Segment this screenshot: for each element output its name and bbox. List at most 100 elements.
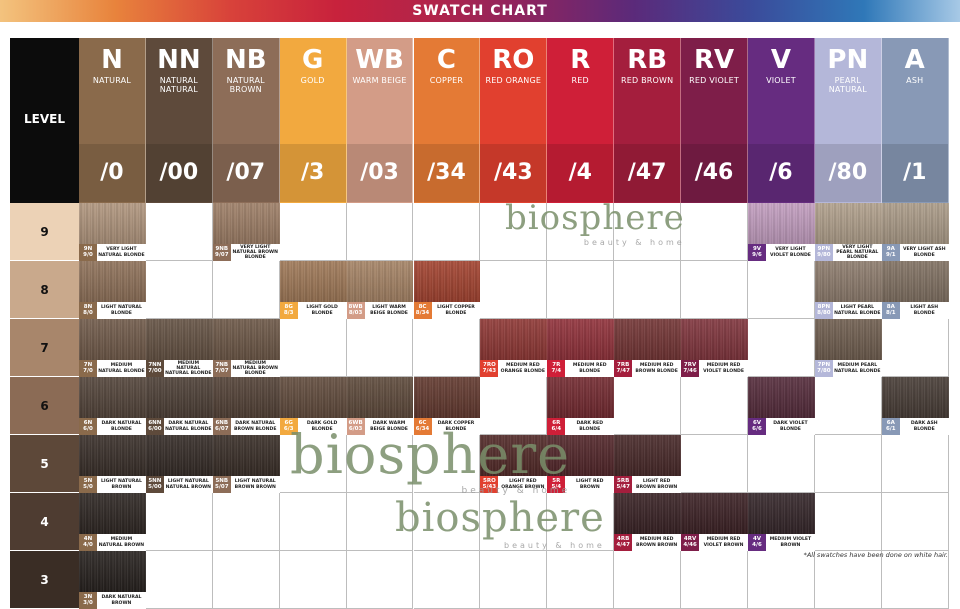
swatch-4rb[interactable]: 4RB4/47MEDIUM RED BROWN BROWN bbox=[614, 493, 681, 551]
swatch-5nb[interactable]: 5NB5/07LIGHT NATURAL BROWN BROWN bbox=[213, 435, 280, 493]
swatch-4n[interactable]: 4N4/0MEDIUM NATURAL BROWN bbox=[79, 493, 146, 551]
swatch-7pn[interactable]: 7PN7/80MEDIUM PEARL NATURAL BLONDE bbox=[815, 319, 882, 377]
swatch-description: DARK NATURAL BLONDE bbox=[97, 418, 146, 435]
swatch-8g[interactable]: 8G8/3LIGHT GOLD BLONDE bbox=[280, 261, 347, 319]
grid-cell bbox=[882, 319, 949, 377]
swatch-7ro[interactable]: 7RO7/43MEDIUM RED ORANGE BLONDE bbox=[480, 319, 547, 377]
swatch-8pn[interactable]: 8PN8/80LIGHT PEARL NATURAL BLONDE bbox=[815, 261, 882, 319]
swatch-6nb[interactable]: 6NB6/07DARK NATURAL BROWN BLONDE bbox=[213, 377, 280, 435]
swatch-3n[interactable]: 3N3/0DARK NATURAL BROWN bbox=[79, 551, 146, 609]
grid-cell bbox=[213, 261, 280, 319]
swatch-7n[interactable]: 7N7/0MEDIUM NATURAL BLONDE bbox=[79, 319, 146, 377]
grid-cell bbox=[146, 551, 213, 609]
level-header: LEVEL bbox=[10, 38, 79, 203]
column-name: PEARL NATURAL bbox=[815, 76, 881, 94]
swatch-code: 4N4/0 bbox=[79, 534, 97, 551]
swatch-code: 7RB7/47 bbox=[614, 360, 632, 377]
swatch-7nb[interactable]: 7NB7/07MEDIUM NATURAL BROWN BLONDE bbox=[213, 319, 280, 377]
swatch-6n[interactable]: 6N6/0DARK NATURAL BLONDE bbox=[79, 377, 146, 435]
grid-cell bbox=[547, 551, 614, 609]
column-code: G bbox=[280, 46, 346, 74]
column-name: NATURAL bbox=[79, 76, 145, 85]
swatch-description: MEDIUM RED BLONDE bbox=[565, 360, 614, 377]
swatch-8c[interactable]: 8C8/34LIGHT COPPER BLONDE bbox=[414, 261, 481, 319]
swatch-7nn[interactable]: 7NN7/00MEDIUM NATURAL NATURAL BLONDE bbox=[146, 319, 213, 377]
column-name: RED BROWN bbox=[614, 76, 680, 85]
column-header-r: RRED/4 bbox=[547, 38, 614, 203]
swatch-code: 6NN6/00 bbox=[146, 418, 164, 435]
swatch-description: LIGHT RED BROWN bbox=[565, 476, 614, 493]
column-code: V bbox=[748, 46, 814, 74]
swatch-description: DARK RED BLONDE bbox=[565, 418, 614, 435]
swatch-code: 3N3/0 bbox=[79, 592, 97, 609]
swatch-9v[interactable]: 9V9/6VERY LIGHT VIOLET BLONDE bbox=[748, 203, 815, 261]
swatch-9pn[interactable]: 9PN9/80VERY LIGHT PEARL NATURAL BLONDE bbox=[815, 203, 882, 261]
swatch-description: LIGHT PEARL NATURAL BLONDE bbox=[833, 302, 882, 319]
swatch-4v[interactable]: 4V4/6MEDIUM VIOLET BROWN bbox=[748, 493, 815, 551]
column-code: PN bbox=[815, 46, 881, 74]
column-header-nb: NBNATURAL BROWN/07 bbox=[213, 38, 280, 203]
swatch-5n[interactable]: 5N5/0LIGHT NATURAL BROWN bbox=[79, 435, 146, 493]
swatch-7r[interactable]: 7R7/4MEDIUM RED BLONDE bbox=[547, 319, 614, 377]
swatch-chart: LEVEL NNATURAL/0NNNATURAL NATURAL/00NBNA… bbox=[10, 38, 949, 560]
swatch-description: DARK NATURAL BROWN bbox=[97, 592, 146, 609]
swatch-6v[interactable]: 6V6/6DARK VIOLET BLONDE bbox=[748, 377, 815, 435]
swatch-description: LIGHT COPPER BLONDE bbox=[432, 302, 481, 319]
swatch-9a[interactable]: 9A9/1VERY LIGHT ASH BLONDE bbox=[882, 203, 949, 261]
swatch-code: 8G8/3 bbox=[280, 302, 298, 319]
grid-cell bbox=[815, 551, 882, 609]
swatch-5nn[interactable]: 5NN5/00LIGHT NATURAL NATURAL BROWN bbox=[146, 435, 213, 493]
swatch-code: 5NB5/07 bbox=[213, 476, 231, 493]
swatch-description: MEDIUM RED BROWN BLONDE bbox=[632, 360, 681, 377]
swatch-8wb[interactable]: 8WB8/03LIGHT WARM BEIGE BLONDE bbox=[347, 261, 414, 319]
level-label: 5 bbox=[10, 435, 79, 492]
column-number: /00 bbox=[146, 144, 212, 202]
swatch-8n[interactable]: 8N8/0LIGHT NATURAL BLONDE bbox=[79, 261, 146, 319]
swatch-code: 6NB6/07 bbox=[213, 418, 231, 435]
swatch-description: MEDIUM RED VIOLET BLONDE bbox=[699, 360, 748, 377]
grid-cell bbox=[347, 551, 414, 609]
swatch-code: 5N5/0 bbox=[79, 476, 97, 493]
swatch-description: LIGHT RED BROWN BROWN bbox=[632, 476, 681, 493]
grid-cell bbox=[547, 261, 614, 319]
column-number: /6 bbox=[748, 144, 814, 202]
swatch-description: MEDIUM NATURAL BROWN bbox=[97, 534, 146, 551]
grid-cell bbox=[748, 261, 815, 319]
column-name: NATURAL BROWN bbox=[213, 76, 279, 94]
swatch-6nn[interactable]: 6NN6/00DARK NATURAL NATURAL BLONDE bbox=[146, 377, 213, 435]
swatch-8a[interactable]: 8A8/1LIGHT ASH BLONDE bbox=[882, 261, 949, 319]
swatch-code: 8A8/1 bbox=[882, 302, 900, 319]
level-label: 8 bbox=[10, 261, 79, 318]
column-header-ro: RORED ORANGE/43 bbox=[480, 38, 547, 203]
swatch-4rv[interactable]: 4RV4/46MEDIUM RED VIOLET BROWN bbox=[681, 493, 748, 551]
swatch-9nb[interactable]: 9NB9/07VERY LIGHT NATURAL BROWN BLONDE bbox=[213, 203, 280, 261]
grid-cell bbox=[681, 203, 748, 261]
watermark-logo-3: biospherebeauty & home bbox=[395, 495, 605, 550]
column-name: WARM BEIGE bbox=[347, 76, 413, 85]
swatch-9n[interactable]: 9N9/0VERY LIGHT NATURAL BLONDE bbox=[79, 203, 146, 261]
column-code: NB bbox=[213, 46, 279, 74]
column-name: COPPER bbox=[414, 76, 480, 85]
column-name: RED VIOLET bbox=[681, 76, 747, 85]
swatch-7rv[interactable]: 7RV7/46MEDIUM RED VIOLET BLONDE bbox=[681, 319, 748, 377]
level-label: 9 bbox=[10, 203, 79, 260]
swatch-7rb[interactable]: 7RB7/47MEDIUM RED BROWN BLONDE bbox=[614, 319, 681, 377]
grid-cell bbox=[280, 493, 347, 551]
swatch-code: 7R7/4 bbox=[547, 360, 565, 377]
swatch-5rb[interactable]: 5RB5/47LIGHT RED BROWN BROWN bbox=[614, 435, 681, 493]
level-header-label: LEVEL bbox=[10, 112, 79, 126]
column-header-rv: RVRED VIOLET/46 bbox=[681, 38, 748, 203]
swatch-6a[interactable]: 6A6/1DARK ASH BLONDE bbox=[882, 377, 949, 435]
swatch-description: VERY LIGHT NATURAL BROWN BLONDE bbox=[231, 244, 280, 261]
footnote: *All swatches have been done on white ha… bbox=[804, 551, 948, 559]
column-header-n: NNATURAL/0 bbox=[79, 38, 146, 203]
grid-cell bbox=[213, 493, 280, 551]
column-number: /47 bbox=[614, 144, 680, 202]
level-row-5: 5 bbox=[10, 435, 79, 493]
grid-cell bbox=[480, 551, 547, 609]
column-header-nn: NNNATURAL NATURAL/00 bbox=[146, 38, 213, 203]
swatch-code: 9NB9/07 bbox=[213, 244, 231, 261]
grid-cell bbox=[681, 377, 748, 435]
column-name: NATURAL NATURAL bbox=[146, 76, 212, 94]
grid-cell bbox=[815, 493, 882, 551]
